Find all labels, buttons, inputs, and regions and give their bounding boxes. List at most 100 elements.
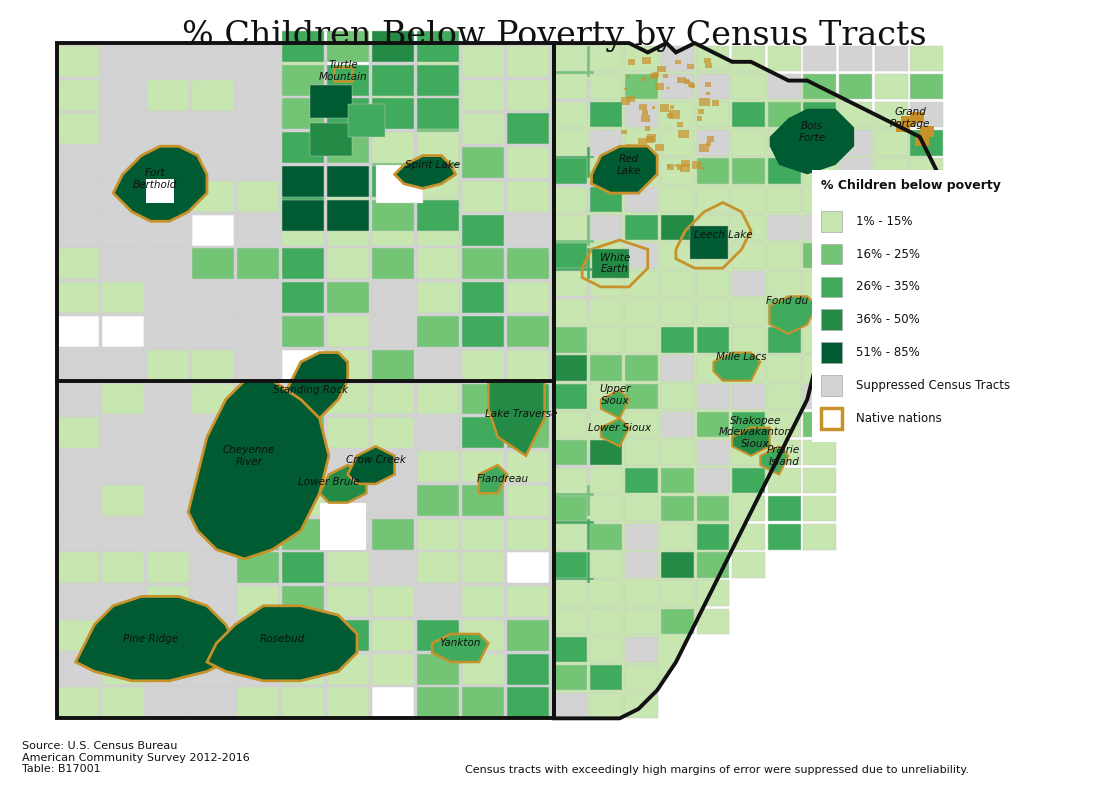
Bar xyxy=(554,496,587,522)
Bar xyxy=(911,46,943,71)
Bar xyxy=(697,496,729,522)
Bar xyxy=(803,327,837,352)
Bar xyxy=(507,79,550,111)
Bar xyxy=(589,243,623,268)
Bar xyxy=(803,496,837,522)
Bar xyxy=(700,167,705,170)
Bar xyxy=(589,468,623,493)
Bar xyxy=(147,181,189,212)
Bar xyxy=(417,249,460,279)
Text: White
Earth: White Earth xyxy=(599,253,630,275)
Bar xyxy=(237,620,279,650)
Bar xyxy=(554,299,587,325)
Bar xyxy=(732,383,765,409)
Bar xyxy=(625,271,658,296)
Bar xyxy=(417,316,460,347)
Bar xyxy=(147,654,189,684)
Text: Lower Brule: Lower Brule xyxy=(298,477,360,487)
Text: Crow Creek: Crow Creek xyxy=(346,455,406,466)
Bar xyxy=(697,356,729,381)
Text: 36% - 50%: 36% - 50% xyxy=(856,313,920,326)
Bar xyxy=(589,411,623,437)
Bar xyxy=(732,327,765,352)
Bar xyxy=(102,350,144,381)
Bar xyxy=(554,411,587,437)
Bar xyxy=(839,356,872,381)
Bar xyxy=(821,375,842,396)
Bar xyxy=(147,113,189,144)
Polygon shape xyxy=(601,418,629,446)
Bar xyxy=(643,156,648,161)
Bar xyxy=(283,200,325,231)
Bar xyxy=(554,327,587,352)
Bar xyxy=(372,46,414,77)
Bar xyxy=(706,92,709,95)
Bar xyxy=(237,316,279,347)
Bar xyxy=(57,552,99,583)
Bar xyxy=(589,159,623,184)
Bar xyxy=(327,518,369,549)
Text: Yankton: Yankton xyxy=(440,638,481,648)
Bar xyxy=(283,147,325,178)
Bar xyxy=(327,132,369,163)
Bar xyxy=(554,440,587,465)
Bar xyxy=(462,552,504,583)
Bar xyxy=(237,46,279,77)
Bar xyxy=(667,164,674,170)
Bar xyxy=(768,496,801,522)
Bar xyxy=(911,159,943,184)
Bar xyxy=(327,485,369,516)
Bar xyxy=(552,518,594,549)
Bar xyxy=(462,688,504,718)
Bar xyxy=(146,179,174,202)
Polygon shape xyxy=(489,381,545,456)
Bar xyxy=(697,524,729,549)
Bar xyxy=(372,181,414,212)
Bar xyxy=(552,552,594,583)
Bar xyxy=(689,83,696,88)
Bar xyxy=(462,282,504,313)
Bar xyxy=(874,271,907,296)
Bar xyxy=(768,243,801,268)
Bar xyxy=(283,485,325,516)
Bar xyxy=(310,85,352,118)
Bar xyxy=(697,215,729,240)
Bar xyxy=(237,688,279,718)
Bar xyxy=(554,637,587,662)
Bar xyxy=(102,46,144,77)
Bar xyxy=(660,215,694,240)
Bar xyxy=(589,665,623,690)
Bar xyxy=(552,79,594,111)
Bar xyxy=(462,79,504,111)
Bar xyxy=(237,249,279,279)
Bar xyxy=(372,451,414,482)
Bar xyxy=(624,88,627,91)
Text: Spirit Lake: Spirit Lake xyxy=(404,160,460,170)
Bar xyxy=(660,552,694,578)
Bar xyxy=(625,74,658,100)
Bar xyxy=(589,74,623,100)
Polygon shape xyxy=(601,390,629,418)
Bar xyxy=(283,383,325,415)
Bar xyxy=(57,620,99,650)
Bar xyxy=(192,46,234,77)
Bar xyxy=(839,383,872,409)
Bar xyxy=(660,74,694,100)
Bar xyxy=(192,350,234,381)
Bar xyxy=(147,417,189,448)
Bar xyxy=(462,586,504,617)
Bar xyxy=(768,468,801,493)
Bar xyxy=(552,654,594,684)
Bar xyxy=(911,186,943,212)
Bar xyxy=(552,688,594,718)
Bar xyxy=(507,46,550,77)
Bar xyxy=(660,468,694,493)
Bar xyxy=(554,524,587,549)
Bar xyxy=(660,46,694,71)
Bar xyxy=(642,57,650,64)
Bar xyxy=(327,31,369,62)
Bar xyxy=(462,518,504,549)
Bar xyxy=(192,552,234,583)
Bar xyxy=(803,271,837,296)
Polygon shape xyxy=(394,156,455,189)
